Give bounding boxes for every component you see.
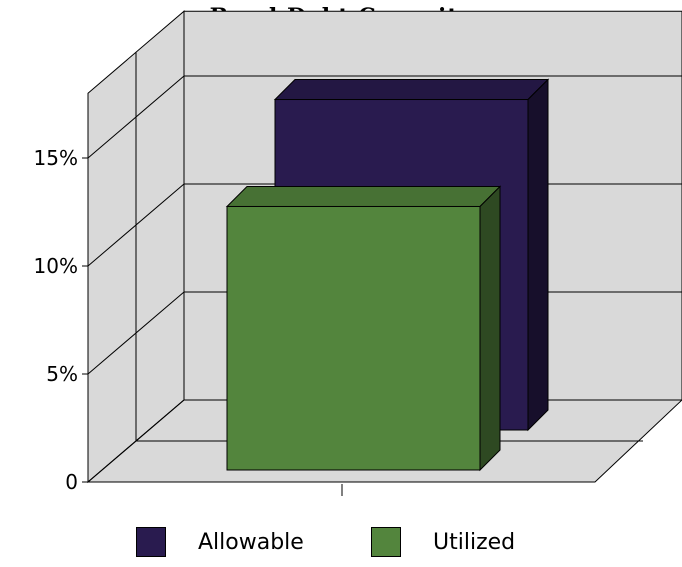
bar-side-utilized [479,185,501,472]
legend-item-utilized: Utilized [371,527,515,557]
legend-label-allowable: Allowable [198,529,304,555]
legend-swatch-utilized [371,527,401,557]
legend-swatch-allowable [136,527,166,557]
y-tick-label: 5% [46,362,78,386]
bar-utilized [226,205,481,471]
bar-top-utilized [225,185,502,207]
bar-top-allowable [273,79,550,101]
legend-label-utilized: Utilized [433,529,516,555]
y-tick-label: 15% [34,146,78,170]
y-tick-label: 0 [65,470,78,494]
legend-item-allowable: Allowable [136,527,304,557]
y-tick-label: 10% [34,254,78,278]
legend: Allowable Utilized [0,527,682,567]
bar-side-allowable [527,78,549,432]
